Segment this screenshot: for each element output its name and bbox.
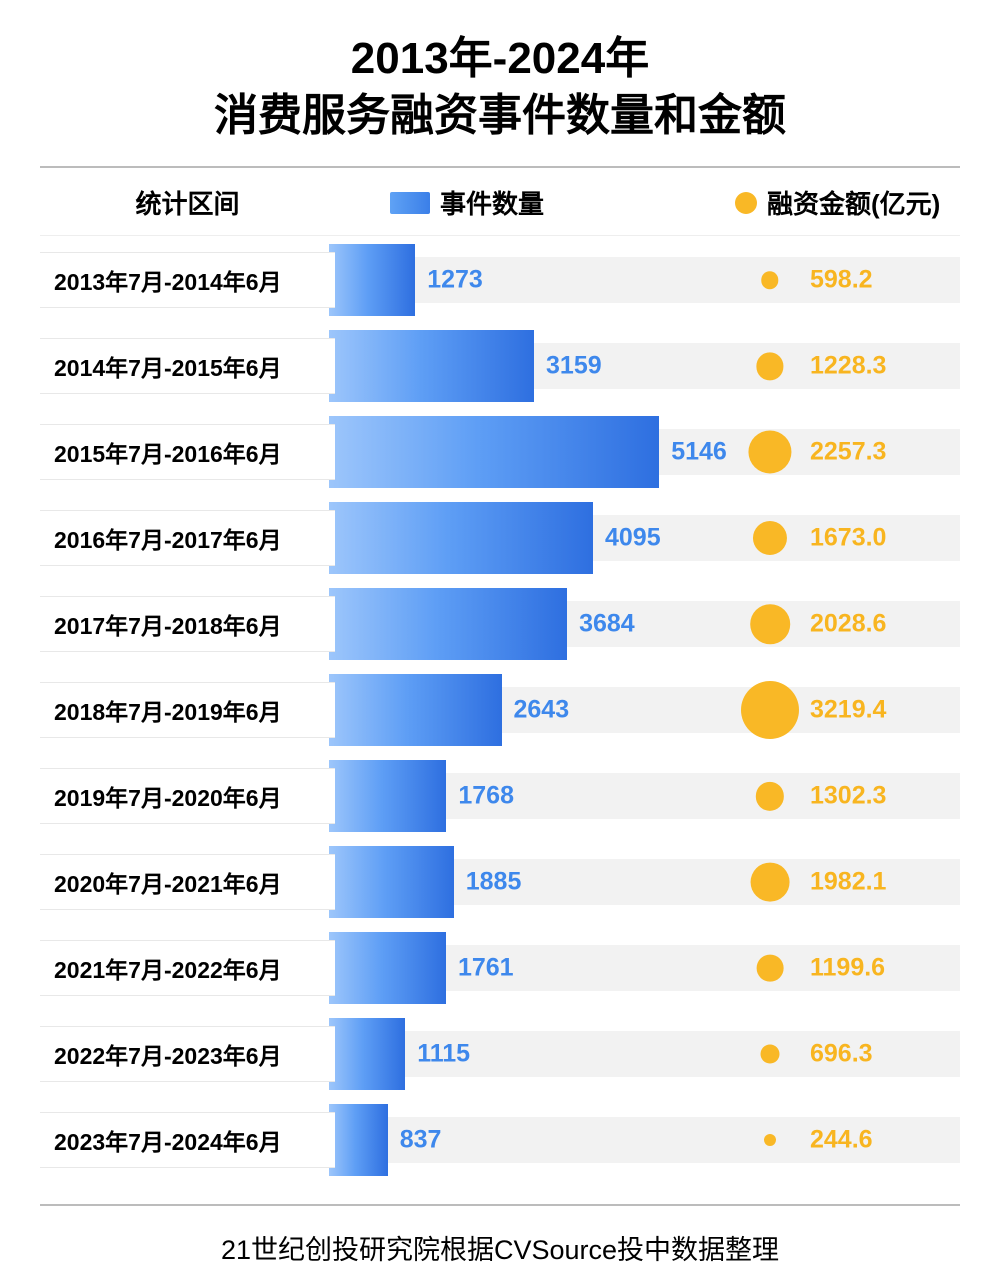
amount-value: 1302.3 — [810, 782, 886, 811]
period-label: 2016年7月-2017年6月 — [40, 510, 335, 566]
count-value: 1885 — [466, 868, 522, 897]
amount-circle-icon — [741, 681, 799, 739]
chart-row: 2023年7月-2024年6月 837 244.6 — [40, 1104, 960, 1176]
legend-amount: 融资金额(亿元) — [735, 184, 940, 221]
count-value: 837 — [400, 1126, 442, 1155]
count-value: 3159 — [546, 352, 602, 381]
period-label: 2021年7月-2022年6月 — [40, 940, 335, 996]
chart-row: 2016年7月-2017年6月 4095 1673.0 — [40, 502, 960, 574]
count-bar — [329, 674, 502, 746]
count-value: 1768 — [458, 782, 514, 811]
amount-value: 2257.3 — [810, 438, 886, 467]
amount-value: 244.6 — [810, 1126, 873, 1155]
amount-value: 1228.3 — [810, 352, 886, 381]
legend-count-label: 事件数量 — [440, 184, 544, 221]
period-label: 2017年7月-2018年6月 — [40, 596, 335, 652]
chart-title-line2: 消费服务融资事件数量和金额 — [40, 87, 960, 144]
count-bar — [329, 330, 534, 402]
count-value: 2643 — [514, 696, 570, 725]
count-bar — [329, 932, 446, 1004]
count-bar — [329, 502, 593, 574]
chart-row: 2019年7月-2020年6月 1768 1302.3 — [40, 760, 960, 832]
count-value: 3684 — [579, 610, 635, 639]
count-value: 1761 — [458, 954, 514, 983]
period-label: 2018年7月-2019年6月 — [40, 682, 335, 738]
amount-value: 3219.4 — [810, 696, 886, 725]
chart-row: 2015年7月-2016年6月 5146 2257.3 — [40, 416, 960, 488]
footer-container: 21世纪创投研究院根据CVSource投中数据整理 — [40, 1204, 960, 1267]
count-bar — [329, 760, 446, 832]
legend-period-label: 统计区间 — [40, 184, 335, 221]
count-bar — [329, 1018, 405, 1090]
amount-value: 598.2 — [810, 266, 873, 295]
amount-value: 696.3 — [810, 1040, 873, 1069]
chart-row: 2022年7月-2023年6月 1115 696.3 — [40, 1018, 960, 1090]
period-label: 2014年7月-2015年6月 — [40, 338, 335, 394]
amount-value: 1982.1 — [810, 868, 886, 897]
chart-row: 2021年7月-2022年6月 1761 1199.6 — [40, 932, 960, 1004]
chart-row: 2017年7月-2018年6月 3684 2028.6 — [40, 588, 960, 660]
footer-text: 21世纪创投研究院根据CVSource投中数据整理 — [40, 1228, 960, 1267]
chart-row: 2018年7月-2019年6月 2643 3219.4 — [40, 674, 960, 746]
chart-row: 2014年7月-2015年6月 3159 1228.3 — [40, 330, 960, 402]
period-label: 2019年7月-2020年6月 — [40, 768, 335, 824]
period-label: 2013年7月-2014年6月 — [40, 252, 335, 308]
period-label: 2022年7月-2023年6月 — [40, 1026, 335, 1082]
amount-circle-icon — [751, 863, 790, 902]
count-bar — [329, 416, 659, 488]
period-label: 2023年7月-2024年6月 — [40, 1112, 335, 1168]
count-bar — [329, 244, 415, 316]
period-label: 2020年7月-2021年6月 — [40, 854, 335, 910]
amount-value: 1673.0 — [810, 524, 886, 553]
legend-amount-label: 融资金额(亿元) — [767, 184, 940, 221]
count-value: 1115 — [417, 1040, 470, 1069]
amount-circle-icon — [757, 955, 784, 982]
amount-circle-icon — [750, 605, 790, 645]
chart-title-line1: 2013年-2024年 — [40, 30, 960, 87]
amount-circle-icon — [761, 1045, 780, 1064]
amount-circle-icon — [753, 521, 787, 555]
chart-title: 2013年-2024年 消费服务融资事件数量和金额 — [40, 30, 960, 144]
count-bar — [329, 1104, 388, 1176]
count-value: 1273 — [427, 266, 483, 295]
count-value: 5146 — [671, 438, 727, 467]
period-label: 2015年7月-2016年6月 — [40, 424, 335, 480]
count-bar — [329, 846, 454, 918]
legend-row: 统计区间 事件数量 融资金额(亿元) — [40, 166, 960, 236]
count-value: 4095 — [605, 524, 661, 553]
amount-value: 2028.6 — [810, 610, 886, 639]
chart-row: 2020年7月-2021年6月 1885 1982.1 — [40, 846, 960, 918]
count-bar — [329, 588, 567, 660]
amount-value: 1199.6 — [810, 954, 885, 983]
circle-swatch-icon — [735, 192, 757, 214]
bar-swatch-icon — [390, 192, 430, 214]
chart-rows: 2013年7月-2014年6月 1273 598.2 2014年7月-2015年6月 3… — [40, 244, 960, 1190]
legend-count: 事件数量 — [390, 184, 544, 221]
chart-row: 2013年7月-2014年6月 1273 598.2 — [40, 244, 960, 316]
amount-circle-icon — [748, 431, 791, 474]
amount-circle-icon — [764, 1134, 776, 1146]
